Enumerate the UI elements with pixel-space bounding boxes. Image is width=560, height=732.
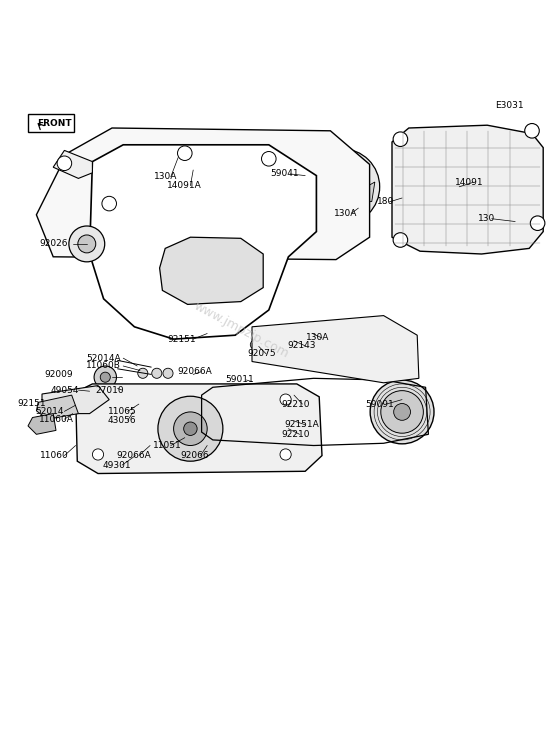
Polygon shape — [36, 128, 370, 260]
Text: 92151A: 92151A — [284, 420, 319, 429]
Circle shape — [57, 156, 72, 171]
Polygon shape — [76, 384, 322, 474]
Text: 92151: 92151 — [167, 335, 197, 343]
Polygon shape — [309, 176, 335, 210]
Text: 11060: 11060 — [40, 451, 69, 460]
Polygon shape — [392, 125, 543, 254]
Text: 11060B: 11060B — [86, 362, 121, 370]
Text: 59041: 59041 — [270, 169, 299, 179]
Text: 11051: 11051 — [152, 441, 181, 450]
Text: 14091: 14091 — [455, 178, 484, 187]
Circle shape — [92, 394, 104, 406]
Text: www.jmpzip.com: www.jmpzip.com — [191, 299, 291, 360]
Text: 43056: 43056 — [108, 416, 137, 425]
Circle shape — [381, 391, 423, 433]
Circle shape — [530, 216, 545, 231]
Text: 130A: 130A — [153, 172, 177, 182]
Text: 180: 180 — [377, 198, 394, 206]
Circle shape — [393, 132, 408, 146]
Text: 130A: 130A — [334, 209, 358, 217]
Polygon shape — [90, 145, 316, 339]
Text: 14091A: 14091A — [167, 182, 202, 190]
Circle shape — [174, 412, 207, 446]
Circle shape — [326, 171, 357, 203]
Circle shape — [326, 171, 357, 203]
Text: FRONT: FRONT — [38, 119, 72, 128]
Circle shape — [394, 403, 410, 420]
Circle shape — [286, 331, 294, 339]
Polygon shape — [330, 190, 357, 220]
Text: 27010: 27010 — [95, 386, 124, 395]
Circle shape — [100, 372, 110, 382]
Text: 92066: 92066 — [180, 451, 209, 460]
Circle shape — [92, 449, 104, 460]
Text: 92075: 92075 — [248, 349, 277, 358]
Circle shape — [370, 380, 434, 444]
Circle shape — [262, 152, 276, 166]
Text: 59091: 59091 — [365, 400, 394, 408]
Text: 92210: 92210 — [282, 400, 310, 408]
Text: 92143: 92143 — [287, 341, 315, 351]
Polygon shape — [36, 395, 78, 419]
Polygon shape — [160, 237, 263, 305]
Polygon shape — [340, 182, 375, 201]
Circle shape — [94, 366, 116, 389]
Circle shape — [163, 368, 173, 378]
Text: 11065: 11065 — [108, 407, 137, 416]
Text: 130A: 130A — [306, 334, 330, 343]
Circle shape — [184, 422, 197, 436]
Text: E3031: E3031 — [495, 101, 524, 110]
Circle shape — [250, 340, 259, 349]
Circle shape — [525, 124, 539, 138]
Circle shape — [280, 394, 291, 406]
Circle shape — [178, 146, 192, 160]
Text: 92210: 92210 — [282, 430, 310, 438]
Polygon shape — [252, 315, 419, 383]
Text: 59011: 59011 — [225, 376, 254, 384]
Circle shape — [102, 196, 116, 211]
FancyBboxPatch shape — [28, 114, 74, 132]
Text: 92026: 92026 — [39, 239, 67, 248]
Text: 92151: 92151 — [17, 399, 46, 408]
Text: 49054: 49054 — [50, 386, 78, 395]
Text: 49301: 49301 — [102, 460, 131, 470]
Circle shape — [158, 396, 223, 461]
Text: 92066A: 92066A — [116, 451, 151, 460]
Circle shape — [304, 149, 380, 225]
Text: 52014: 52014 — [35, 407, 63, 416]
Circle shape — [280, 449, 291, 460]
Text: 11060A: 11060A — [39, 415, 73, 424]
Polygon shape — [53, 150, 92, 179]
Polygon shape — [347, 154, 365, 192]
Circle shape — [69, 226, 105, 262]
Text: 92009: 92009 — [44, 370, 73, 379]
Text: 92066A: 92066A — [178, 367, 212, 376]
Text: 52014A: 52014A — [86, 354, 121, 362]
Circle shape — [152, 368, 162, 378]
Circle shape — [78, 235, 96, 253]
Polygon shape — [42, 386, 109, 414]
Circle shape — [276, 329, 284, 337]
Polygon shape — [312, 157, 349, 177]
Polygon shape — [28, 414, 56, 434]
Circle shape — [138, 368, 148, 378]
Circle shape — [393, 233, 408, 247]
Text: 130: 130 — [478, 214, 494, 223]
